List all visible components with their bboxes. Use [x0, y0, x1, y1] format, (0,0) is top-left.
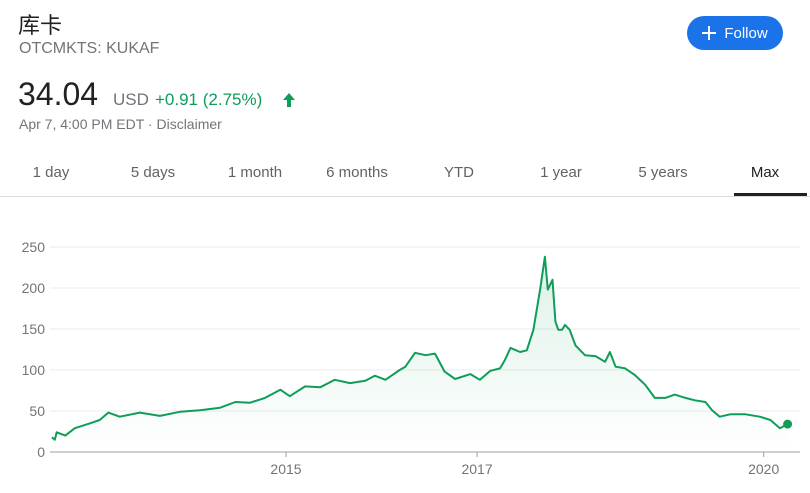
range-tab[interactable]: 6 months [326, 163, 388, 181]
y-tick-label: 150 [22, 321, 46, 337]
x-tick-label: 2017 [461, 461, 492, 477]
price-line [51, 255, 789, 441]
range-tab[interactable]: 1 year [540, 163, 582, 181]
timestamp: Apr 7, 4:00 PM EDT [19, 116, 145, 132]
y-tick-label: 50 [29, 403, 45, 419]
plus-icon [702, 26, 717, 40]
disclaimer-link[interactable]: Disclaimer [156, 116, 222, 132]
y-tick-label: 0 [37, 444, 45, 460]
ticker: OTCMKTS: KUKAF [19, 40, 160, 57]
stock-name: 库卡 [18, 13, 63, 38]
range-tab[interactable]: YTD [444, 163, 474, 181]
currency: USD [113, 90, 149, 109]
range-tab[interactable]: Max [714, 150, 810, 196]
follow-label: Follow [724, 24, 768, 42]
separator: · [147, 116, 153, 132]
up-arrow [283, 93, 295, 107]
range-tab[interactable]: 5 days [130, 163, 176, 181]
range-tab[interactable]: 1 day [32, 163, 70, 181]
x-tick-label: 2020 [748, 461, 779, 477]
y-tick-label: 250 [22, 239, 46, 255]
divider [0, 196, 810, 197]
last-point [783, 419, 793, 429]
price: 34.04 [18, 76, 99, 112]
price-change: +0.91 (2.75%) [155, 90, 263, 109]
range-tab[interactable]: 1 month [227, 163, 283, 181]
y-tick-label: 100 [22, 362, 46, 378]
range-tab[interactable]: 5 years [638, 163, 688, 181]
range-tabs: 1 day 5 days 1 month 6 months YTD 1 year 5 yea… [0, 150, 810, 196]
y-tick-label: 200 [22, 280, 46, 296]
x-tick-label: 2015 [270, 461, 301, 477]
timestamp-line: Apr 7, 4:00 PM EDT · Disclaimer [19, 116, 222, 132]
follow-button[interactable]: Follow [687, 16, 783, 50]
